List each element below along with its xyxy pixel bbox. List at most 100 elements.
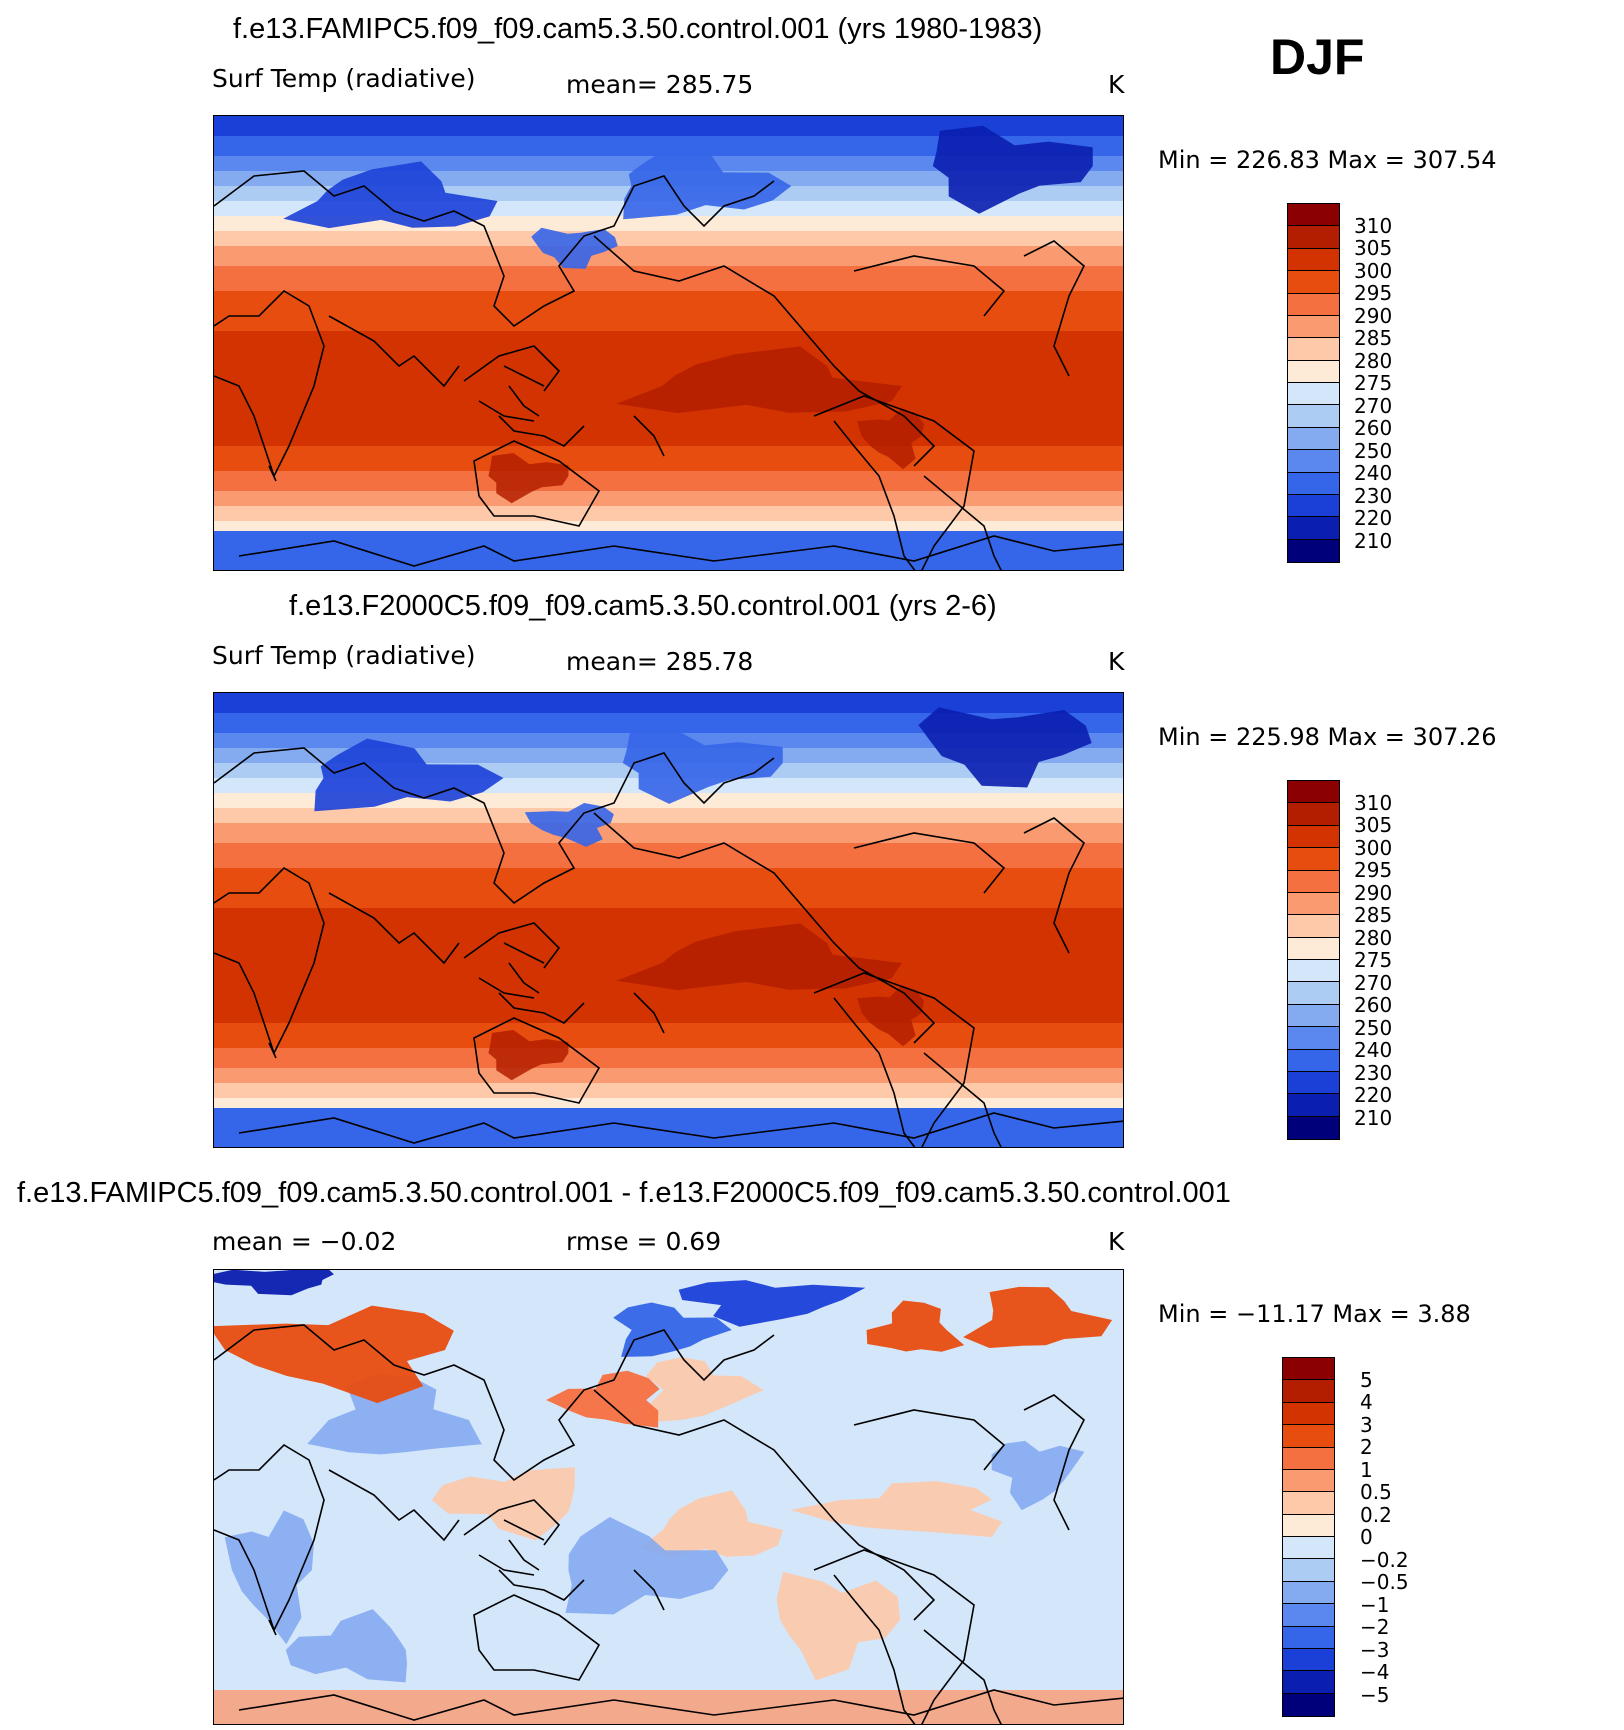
coastline xyxy=(633,415,665,457)
coastline xyxy=(268,465,277,482)
colorbar-tick-label: 2 xyxy=(1360,1435,1373,1459)
panel1-title: f.e13.FAMIPC5.f09_f09.cam5.3.50.control.… xyxy=(233,13,1043,45)
colorbar-tick-label: 285 xyxy=(1354,903,1393,927)
colorbar-segment xyxy=(1288,472,1339,495)
cold-region xyxy=(918,707,1092,788)
temperature-band xyxy=(214,116,1123,136)
colorbar-segment xyxy=(1283,1537,1334,1560)
temperature-band xyxy=(214,823,1123,843)
colorbar-tick-label: 230 xyxy=(1354,483,1393,508)
colorbar-tick-label: 305 xyxy=(1354,236,1393,260)
strong-warm-anomaly xyxy=(866,1300,965,1352)
coastline xyxy=(508,962,540,994)
colorbar-segment xyxy=(1288,271,1339,294)
colorbar-segment xyxy=(1288,1094,1339,1117)
cold-region xyxy=(622,728,783,804)
cold-region xyxy=(524,803,614,847)
colorbar-tick-label: 0.2 xyxy=(1360,1502,1392,1527)
warm-region xyxy=(616,346,902,414)
colorbar-segment xyxy=(1283,1425,1334,1448)
cold-region xyxy=(283,161,498,229)
antarctic-anomaly xyxy=(214,1690,1123,1724)
coastline xyxy=(214,747,775,905)
coastline xyxy=(214,170,775,328)
cold-anomaly xyxy=(224,1510,314,1645)
colorbar-tick-label: 220 xyxy=(1354,1083,1393,1107)
coastline xyxy=(478,1554,535,1576)
colorbar-segment xyxy=(1288,1049,1339,1072)
map-field-3 xyxy=(214,1270,1123,1724)
colorbar-tick-label: 5 xyxy=(1360,1367,1373,1392)
temperature-band xyxy=(214,506,1123,521)
coastline xyxy=(328,1469,460,1542)
panel3-title: f.e13.FAMIPC5.f09_f09.cam5.3.50.control.… xyxy=(17,1177,1231,1209)
panel3-mean: mean = −0.02 xyxy=(212,1227,397,1256)
colorbar-tick-label: 285 xyxy=(1354,326,1393,350)
coastline xyxy=(853,255,1006,317)
colorbar-segment xyxy=(1288,248,1339,272)
colorbar-tick-label: 230 xyxy=(1354,1060,1393,1085)
panel2-map xyxy=(213,692,1124,1148)
panel3-colorbar-labels: 5 4 3 2 1 0.5 0.2 0 −0.2 −0.5 −1 −2 −3 −4 −5 xyxy=(1360,1357,1440,1717)
colorbar-segment xyxy=(1283,1358,1334,1381)
colorbar-segment xyxy=(1288,383,1339,406)
colorbar-tick-label: 290 xyxy=(1354,303,1393,328)
coastline xyxy=(853,832,1006,894)
coastline xyxy=(478,977,535,999)
strong-warm-anomaly xyxy=(963,1286,1113,1348)
colorbar-segment xyxy=(1288,825,1339,849)
colorbar-segment xyxy=(1288,517,1339,540)
colorbar-tick-label: 3 xyxy=(1360,1412,1373,1437)
colorbar-segment xyxy=(1288,293,1339,316)
strong-cold-anomaly xyxy=(613,1302,732,1357)
colorbar-segment xyxy=(1288,450,1339,473)
colorbar-segment xyxy=(1283,1492,1334,1515)
colorbar-segment xyxy=(1288,204,1339,227)
coastline xyxy=(593,1389,936,1621)
coastline xyxy=(503,365,545,387)
coastline xyxy=(503,942,545,964)
temperature-band xyxy=(214,136,1123,156)
panel1-colorbar-labels: 310 305 300 295 290 285 280 275 270 260 250 240 230 2… xyxy=(1354,203,1434,563)
panel1-minmax: Min = 226.83 Max = 307.54 xyxy=(1158,146,1497,174)
map-field-2 xyxy=(214,693,1123,1147)
coastline xyxy=(238,1689,1123,1721)
colorbar-tick-label: 240 xyxy=(1354,1038,1393,1062)
colorbar-segment xyxy=(1283,1514,1334,1537)
colorbar-tick-label: 0.5 xyxy=(1360,1480,1392,1504)
coastline xyxy=(328,315,460,388)
warm-region xyxy=(488,453,569,504)
colorbar-segment xyxy=(1283,1581,1334,1605)
colorbar-segment xyxy=(1288,803,1339,826)
colorbar-segment xyxy=(1288,1116,1339,1139)
colorbar-tick-label: 305 xyxy=(1354,813,1393,837)
colorbar-segment xyxy=(1288,338,1339,361)
coastline xyxy=(214,866,325,1056)
warm-region xyxy=(616,923,902,991)
colorbar-segment xyxy=(1283,1626,1334,1649)
temperature-band xyxy=(214,808,1123,823)
colorbar-segment xyxy=(1288,1004,1339,1028)
coastline xyxy=(473,440,601,527)
warm-anomaly xyxy=(431,1467,575,1541)
colorbar-segment xyxy=(1283,1447,1334,1470)
strong-warm-anomaly xyxy=(546,1370,660,1428)
coastline xyxy=(923,475,1002,570)
colorbar-segment xyxy=(1283,1402,1334,1426)
cold-anomaly xyxy=(307,1374,482,1455)
coastline xyxy=(498,992,585,1024)
colorbar-segment xyxy=(1283,1671,1334,1694)
colorbar-tick-label: 210 xyxy=(1354,1105,1393,1130)
colorbar-segment xyxy=(1288,1071,1339,1095)
warm-anomaly xyxy=(790,1481,1003,1538)
coastline xyxy=(268,1619,277,1636)
colorbar-segment xyxy=(1288,781,1339,804)
colorbar-tick-label: 300 xyxy=(1354,258,1393,283)
colorbar-segment xyxy=(1288,870,1339,893)
colorbar-tick-label: 310 xyxy=(1354,213,1393,238)
colorbar-segment xyxy=(1288,892,1339,916)
cold-region xyxy=(623,146,792,220)
temperature-band xyxy=(214,693,1123,713)
season-label: DJF xyxy=(1270,29,1365,85)
colorbar-segment xyxy=(1288,539,1339,562)
